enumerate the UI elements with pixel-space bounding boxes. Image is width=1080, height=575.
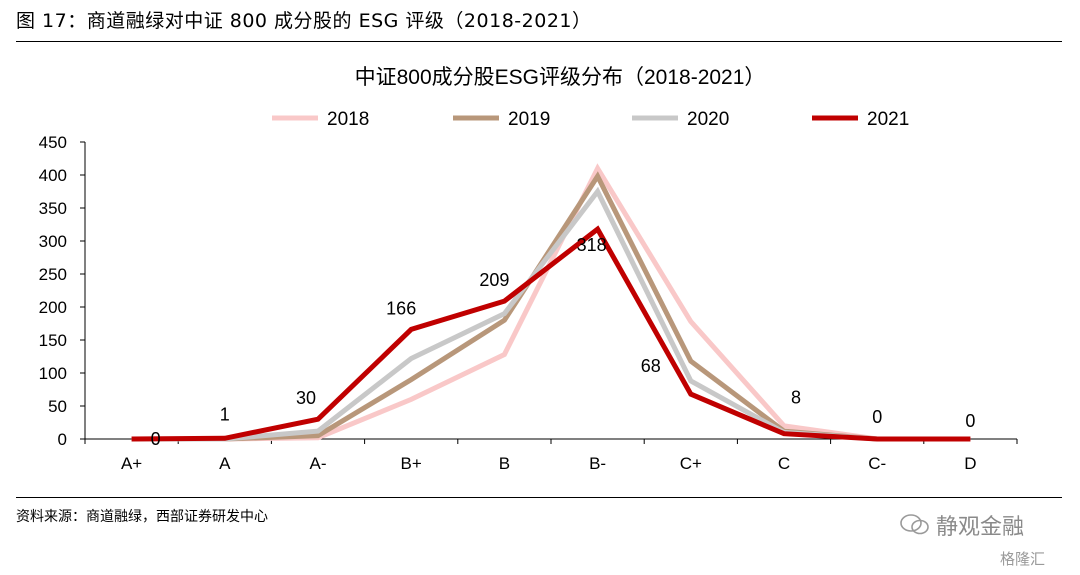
series-line-2020 bbox=[131, 186, 971, 442]
data-label: 30 bbox=[296, 388, 316, 408]
legend-label: 2018 bbox=[327, 109, 369, 130]
x-tick-label: B- bbox=[589, 454, 606, 473]
chart-title: 中证800成分股ESG评级分布（2018-2021） bbox=[355, 66, 766, 89]
x-tick-label: B+ bbox=[401, 454, 422, 473]
watermark: 静观金融 bbox=[900, 509, 1024, 541]
x-tick-label: D bbox=[964, 454, 976, 473]
data-label: 209 bbox=[479, 270, 509, 290]
y-tick-label: 450 bbox=[39, 133, 67, 152]
y-tick-label: 100 bbox=[39, 364, 67, 383]
legend-label: 2019 bbox=[508, 109, 550, 130]
wechat-icon bbox=[900, 514, 929, 535]
x-tick-label: C- bbox=[868, 454, 886, 473]
series-line-2019 bbox=[131, 171, 971, 442]
data-label: 0 bbox=[151, 429, 161, 449]
x-tick-label: C+ bbox=[680, 454, 702, 473]
x-tick-label: C bbox=[778, 454, 790, 473]
series-line-2018 bbox=[131, 163, 971, 442]
chart-series bbox=[131, 163, 971, 442]
data-label: 0 bbox=[965, 411, 975, 431]
source-note: 资料来源：商道融绿，西部证券研发中心 bbox=[16, 509, 268, 525]
data-label: 68 bbox=[641, 356, 661, 376]
bottom-divider bbox=[16, 497, 1062, 498]
data-label: 166 bbox=[386, 298, 416, 318]
legend-label: 2021 bbox=[867, 109, 909, 130]
figure-title: 图 17：商道融绿对中证 800 成分股的 ESG 评级（2018-2021） bbox=[16, 10, 592, 32]
y-tick-label: 50 bbox=[48, 397, 67, 416]
data-label: 8 bbox=[791, 388, 801, 408]
watermark-secondary: 格隆汇 bbox=[1000, 550, 1046, 568]
y-tick-label: 0 bbox=[58, 430, 67, 449]
data-label: 1 bbox=[220, 404, 230, 424]
top-divider bbox=[16, 41, 1062, 42]
series-line-2021 bbox=[131, 225, 971, 442]
y-tick-label: 400 bbox=[39, 166, 67, 185]
esg-rating-line-chart: 中证800成分股ESG评级分布（2018-2021） 2018 2019 2020 2… bbox=[39, 66, 1018, 473]
chart-legend: 2018 2019 2020 2021 bbox=[272, 109, 909, 130]
y-tick-label: 350 bbox=[39, 199, 67, 218]
x-tick-label: B bbox=[499, 454, 510, 473]
y-tick-label: 200 bbox=[39, 298, 67, 317]
y-tick-label: 150 bbox=[39, 331, 67, 350]
watermark-text: 静观金融 bbox=[936, 515, 1025, 540]
data-label: 0 bbox=[872, 407, 882, 427]
legend-label: 2020 bbox=[687, 109, 729, 130]
x-tick-label: A- bbox=[310, 454, 327, 473]
x-tick-label: A bbox=[219, 454, 231, 473]
data-label: 318 bbox=[577, 235, 607, 255]
y-tick-label: 300 bbox=[39, 232, 67, 251]
x-tick-label: A+ bbox=[121, 454, 142, 473]
y-tick-label: 250 bbox=[39, 265, 67, 284]
chart-data-labels: 0 1 30 166 209 318 68 8 0 0 bbox=[151, 235, 976, 449]
